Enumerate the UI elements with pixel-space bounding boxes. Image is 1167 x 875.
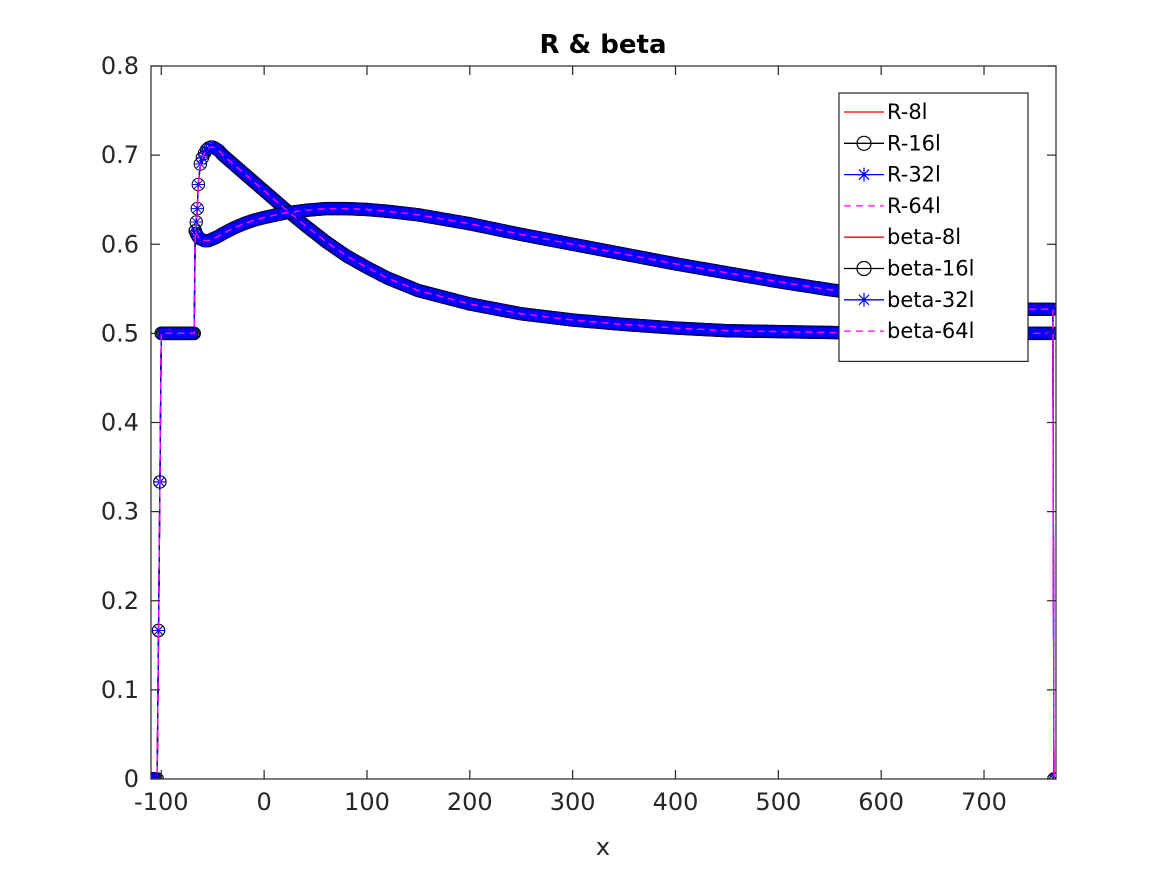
- x-axis-label: x: [596, 833, 610, 861]
- data-point: [190, 215, 203, 229]
- data-point: [207, 232, 221, 245]
- series-line-top-R-64l: [151, 146, 1056, 779]
- data-point: [392, 276, 405, 289]
- data-point: [384, 273, 397, 286]
- data-point: [237, 217, 250, 230]
- legend-label: beta-16l: [887, 257, 975, 281]
- y-tick-label: 0.8: [101, 52, 139, 80]
- data-point: [204, 233, 217, 246]
- legend-marker: [857, 292, 871, 307]
- x-tick-label: 400: [653, 788, 699, 816]
- y-tick-label: 0.1: [101, 676, 139, 704]
- y-tick-label: 0.5: [101, 319, 139, 347]
- ticks-layer: -100 0 100 200 300 400 500 600 70000.10.20.30.40…: [101, 52, 1056, 816]
- data-point: [370, 266, 383, 279]
- legend-label: beta-8l: [887, 225, 961, 249]
- data-point: [381, 271, 394, 285]
- x-tick-label: 300: [550, 788, 596, 816]
- series-line-top-beta-64l: [151, 207, 1056, 779]
- legend-label: R-32l: [887, 163, 941, 187]
- y-tick-label: 0.3: [101, 498, 139, 526]
- legend-label: beta-32l: [887, 288, 975, 312]
- chart-title: R & beta: [539, 30, 666, 60]
- legend-label: R-16l: [887, 131, 941, 155]
- data-point: [191, 202, 204, 215]
- legend-label: R-8l: [887, 100, 928, 124]
- data-point: [227, 222, 240, 235]
- data-point: [196, 233, 209, 246]
- x-tick-label: -100: [134, 788, 188, 816]
- legend: R-8l R-16l R-32l R-64l beta-8l beta-16l beta-3…: [838, 92, 1029, 362]
- data-point: [382, 272, 396, 285]
- data-point: [395, 277, 408, 290]
- legend-label: beta-64l: [887, 319, 975, 343]
- data-point: [228, 221, 241, 234]
- x-tick-label: 100: [344, 788, 390, 816]
- data-point: [192, 178, 205, 191]
- data-point: [240, 216, 253, 229]
- x-tick-label: 200: [447, 788, 493, 816]
- data-point: [152, 624, 165, 637]
- data-point: [360, 261, 374, 274]
- data-point: [406, 281, 419, 295]
- y-tick-label: 0.6: [101, 230, 139, 258]
- y-tick-label: 0: [124, 765, 139, 793]
- data-point: [393, 276, 407, 290]
- data-point: [1046, 303, 1056, 316]
- data-point: [194, 232, 207, 246]
- data-point: [189, 224, 202, 238]
- legend-marker: [857, 167, 871, 182]
- y-tick-label: 0.7: [101, 141, 139, 169]
- data-point: [404, 281, 417, 294]
- y-tick-label: 0.4: [101, 409, 139, 437]
- data-point: [373, 267, 386, 281]
- legend-marker: [856, 260, 872, 277]
- data-point: [362, 262, 375, 275]
- legend-label: R-64l: [887, 194, 941, 218]
- y-tick-label: 0.2: [101, 587, 139, 615]
- data-point: [402, 280, 416, 294]
- data-point: [371, 266, 385, 280]
- x-tick-label: 500: [755, 788, 801, 816]
- x-tick-label: 600: [858, 788, 904, 816]
- x-tick-label: 700: [961, 788, 1007, 816]
- data-point: [206, 232, 219, 246]
- legend-marker: [856, 135, 872, 151]
- data-point: [238, 217, 252, 230]
- x-tick-label: 0: [256, 788, 271, 816]
- legend-box: [838, 92, 1029, 362]
